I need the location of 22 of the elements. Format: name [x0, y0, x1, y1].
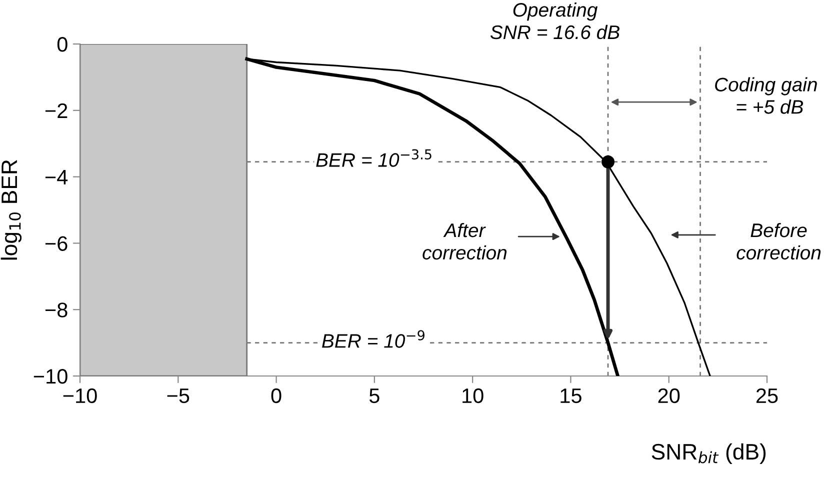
annotation: BER = 10$^{−3.5}$	[316, 149, 432, 167]
x-tick-label: −10	[63, 388, 97, 404]
x-tick-label: 0	[271, 388, 282, 404]
text: Operating SNR = 16.6 dB	[490, 2, 620, 40]
x-tick-label: 15	[560, 388, 582, 404]
x-tick-label: 5	[369, 388, 380, 404]
x-tick-label: 25	[756, 388, 778, 404]
y-tick-label: −8	[45, 302, 68, 318]
x-tick-label: 20	[658, 388, 680, 404]
x-tick-label: 10	[462, 388, 484, 404]
y-tick-label: −6	[45, 236, 68, 251]
x-axis-title: SNR$_{bit}$ (dB)	[652, 443, 766, 464]
y-tick-label: −10	[34, 369, 68, 384]
y-axis-title: log$_{10}$ BER	[0, 160, 22, 260]
y-tick-label: −4	[45, 170, 68, 184]
annotation: After correction	[422, 222, 507, 260]
annotation: Coding gain = +5 dB	[715, 77, 817, 114]
annotation: Before correction	[736, 222, 821, 260]
y-tick-label: −2	[45, 103, 68, 118]
x-tick-label: −5	[167, 388, 190, 404]
y-tick-label: 0	[57, 37, 68, 52]
annotation: BER = 10$^{−9}$	[322, 330, 424, 348]
